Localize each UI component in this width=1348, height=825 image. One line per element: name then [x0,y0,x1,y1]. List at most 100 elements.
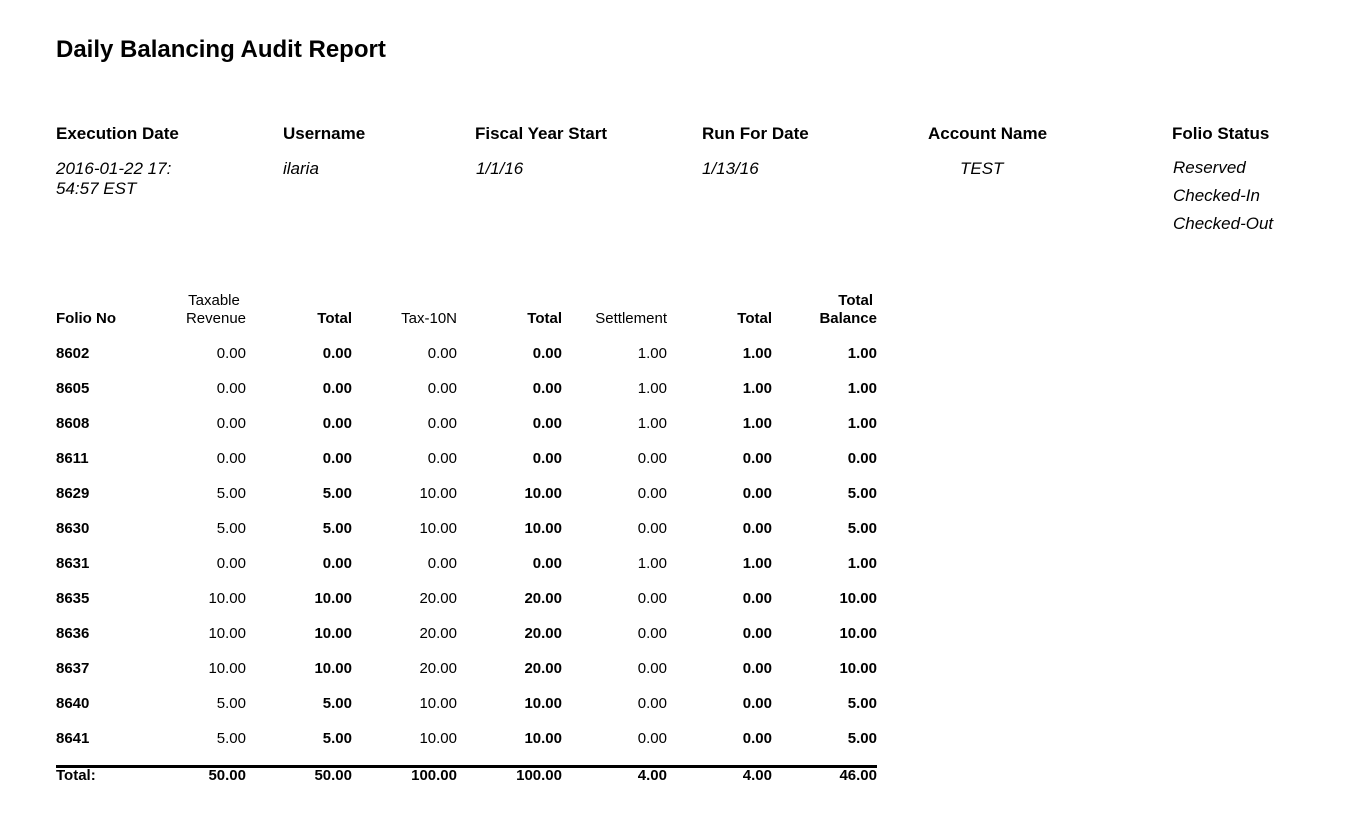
table-cell: 1.00 [742,380,772,397]
header-taxable-revenue-line1: Taxable [188,292,240,309]
table-cell: 0.00 [216,415,246,432]
table-cell: 10.00 [524,695,562,712]
totals-divider [56,765,877,768]
folio-number: 8641 [56,730,90,747]
header-total-a: Total [317,310,352,327]
table-cell: 5.00 [216,520,246,537]
table-cell: 0.00 [637,485,667,502]
table-cell: 0.00 [637,590,667,607]
run-for-date-value: 1/13/16 [702,159,759,178]
table-cell: 0.00 [637,695,667,712]
account-name-value: TEST [960,159,1004,178]
table-cell: 0.00 [322,555,352,572]
folio-number: 8640 [56,695,90,712]
table-cell: 0.00 [637,730,667,747]
table-cell: 10.00 [419,730,457,747]
table-cell: 10.00 [419,695,457,712]
table-cell: 5.00 [216,695,246,712]
header-total-balance: Total Balance [787,292,877,328]
table-cell: 0.00 [532,345,562,362]
table-cell: 5.00 [216,730,246,747]
table-cell: 5.00 [322,730,352,747]
folio-number: 8602 [56,345,90,362]
folio-number: 8608 [56,415,90,432]
table-cell: 0.00 [532,415,562,432]
table-cell: 10.00 [314,660,352,677]
table-cell: 5.00 [847,520,877,537]
table-cell: 5.00 [322,695,352,712]
table-cell: 5.00 [847,485,877,502]
totals-label: Total: [56,767,96,784]
table-cell: 0.00 [322,415,352,432]
table-cell: 20.00 [524,660,562,677]
folio-number: 8611 [56,450,89,467]
table-cell: 1.00 [847,555,877,572]
table-cell: 0.00 [532,555,562,572]
table-cell: 0.00 [742,450,772,467]
table-cell: 5.00 [322,485,352,502]
execution-date-value: 2016-01-22 17: 54:57 EST [56,159,172,198]
header-settlement: Settlement [595,310,667,327]
table-cell: 10.00 [419,520,457,537]
table-cell: 1.00 [847,345,877,362]
folio-status-list: Reserved Checked-In Checked-Out [1173,154,1273,238]
table-cell: 1.00 [742,345,772,362]
table-cell: 10.00 [839,625,877,642]
table-cell: 0.00 [742,730,772,747]
header-taxable-revenue-line2: Revenue [185,310,246,327]
table-cell: 0.00 [847,450,877,467]
table-cell: 0.00 [427,450,457,467]
table-cell: 20.00 [419,625,457,642]
table-cell: 10.00 [208,590,246,607]
totals-cell: 100.00 [411,767,457,784]
header-total-balance-line1: Total [838,292,873,309]
table-cell: 0.00 [637,660,667,677]
table-cell: 0.00 [322,380,352,397]
table-cell: 5.00 [216,485,246,502]
table-cell: 0.00 [742,660,772,677]
fiscal-year-start-label: Fiscal Year Start [475,124,607,143]
table-cell: 0.00 [216,345,246,362]
table-cell: 0.00 [637,450,667,467]
table-cell: 0.00 [216,450,246,467]
table-cell: 0.00 [742,625,772,642]
table-cell: 0.00 [427,415,457,432]
table-cell: 20.00 [524,625,562,642]
table-cell: 0.00 [742,590,772,607]
table-cell: 0.00 [322,450,352,467]
table-cell: 0.00 [427,555,457,572]
table-cell: 0.00 [532,380,562,397]
table-cell: 0.00 [427,380,457,397]
table-cell: 1.00 [847,380,877,397]
username-value: ilaria [283,159,319,178]
table-cell: 1.00 [637,555,667,572]
table-cell: 10.00 [524,520,562,537]
table-cell: 10.00 [839,660,877,677]
table-cell: 0.00 [532,450,562,467]
table-cell: 0.00 [216,380,246,397]
folio-number: 8631 [56,555,90,572]
totals-cell: 50.00 [208,767,246,784]
folio-number: 8605 [56,380,90,397]
table-cell: 1.00 [847,415,877,432]
table-cell: 10.00 [208,625,246,642]
table-cell: 10.00 [314,590,352,607]
header-total-c: Total [737,310,772,327]
header-folio-no: Folio No [56,310,116,327]
folio-number: 8637 [56,660,90,677]
table-cell: 0.00 [742,695,772,712]
table-cell: 20.00 [419,660,457,677]
table-cell: 0.00 [637,520,667,537]
header-total-b: Total [527,310,562,327]
table-cell: 5.00 [847,730,877,747]
table-cell: 10.00 [208,660,246,677]
table-cell: 0.00 [216,555,246,572]
run-for-date-label: Run For Date [702,124,809,143]
table-cell: 5.00 [322,520,352,537]
table-cell: 1.00 [742,555,772,572]
folio-status-label: Folio Status [1172,124,1270,143]
table-cell: 1.00 [637,345,667,362]
table-cell: 10.00 [839,590,877,607]
totals-cell: 100.00 [516,767,562,784]
totals-cell: 50.00 [314,767,352,784]
